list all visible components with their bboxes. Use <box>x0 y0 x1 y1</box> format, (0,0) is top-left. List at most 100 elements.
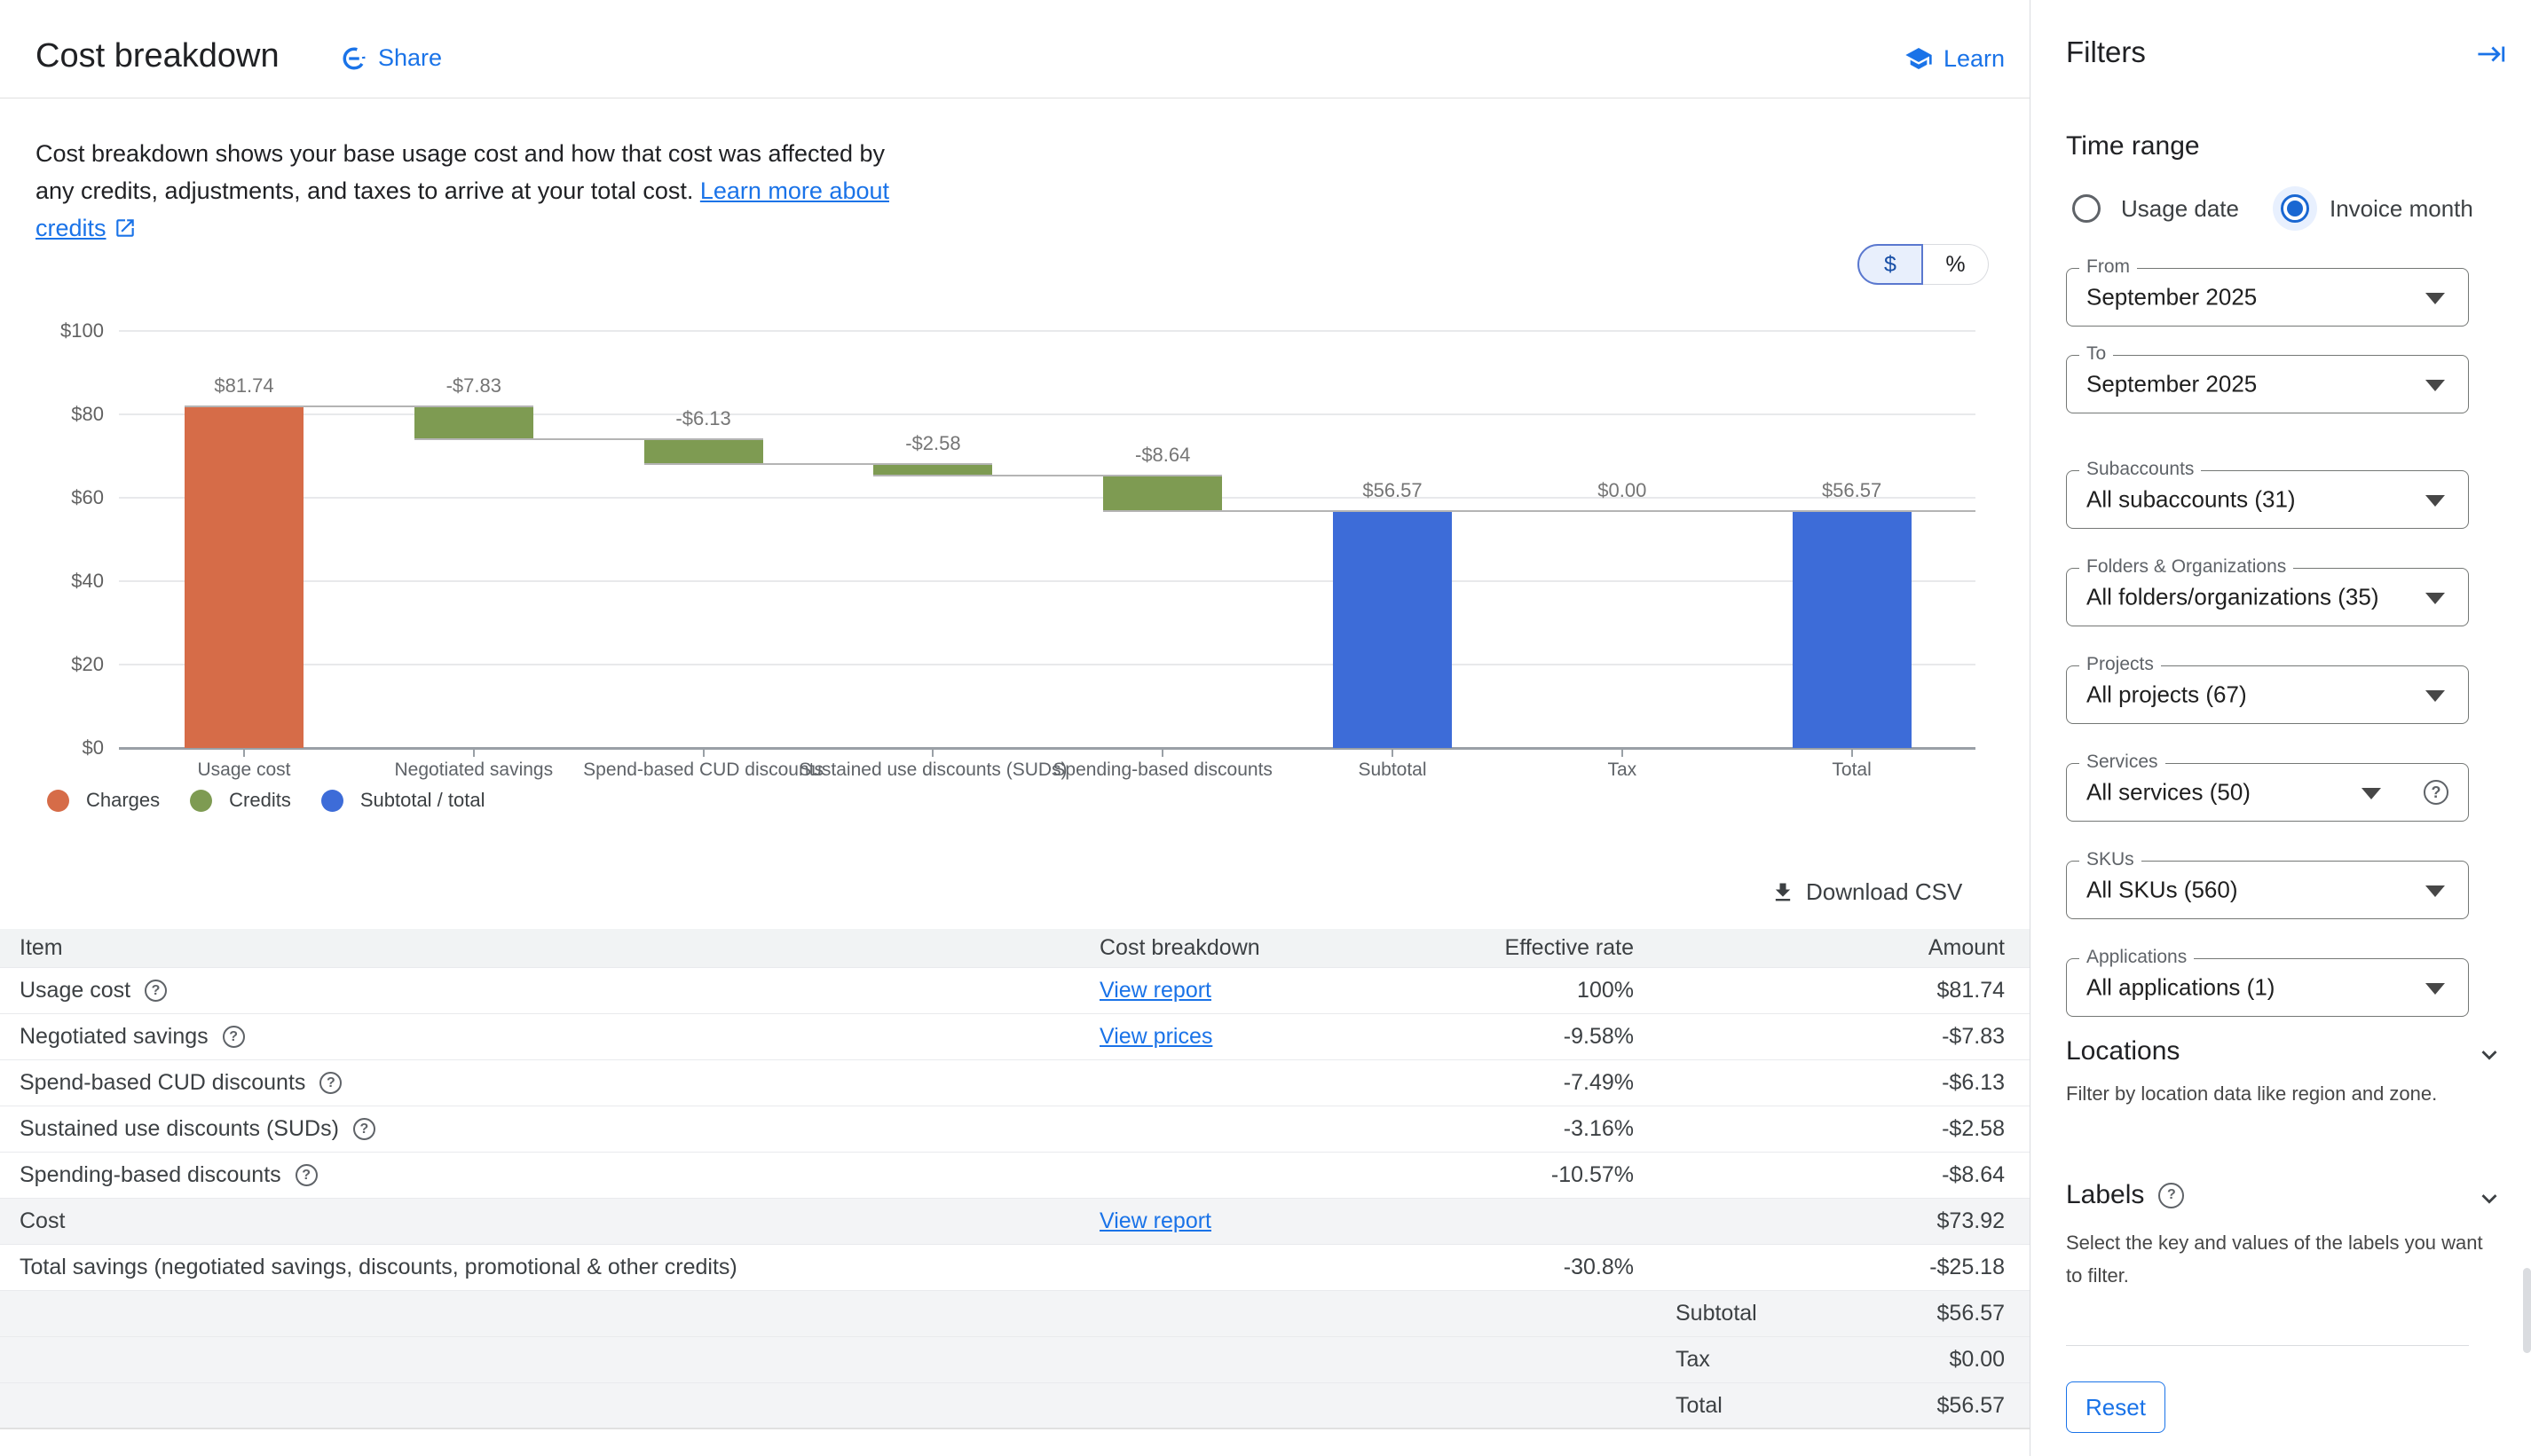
filter-field-from[interactable]: From September 2025 <box>2066 256 2469 327</box>
filter-field-subaccounts[interactable]: Subaccounts All subaccounts (31) <box>2066 459 2469 529</box>
bar-negotiated-savings[interactable] <box>414 406 533 440</box>
field-label: Services <box>2079 752 2165 773</box>
radio-halo <box>2064 186 2109 231</box>
bar-total[interactable] <box>1792 512 1912 748</box>
cell-amount: -$25.18 <box>1929 1255 2005 1279</box>
legend-item: Subtotal / total <box>320 789 485 812</box>
dropdown-arrow-icon[interactable] <box>2425 380 2445 391</box>
x-axis-label: Usage cost <box>197 759 291 780</box>
filter-field-services[interactable]: Services All services (50) <box>2066 752 2469 822</box>
view-link[interactable]: View report <box>1100 978 1211 1003</box>
x-axis-label: Sustained use discounts (SUDs) <box>799 759 1068 780</box>
reset-button[interactable]: Reset <box>2066 1381 2165 1433</box>
radio-selected-icon[interactable] <box>2280 194 2309 223</box>
field-label: To <box>2079 343 2114 365</box>
radio-halo <box>2272 186 2317 231</box>
dropdown-arrow-icon[interactable] <box>2425 495 2445 507</box>
scrollbar-thumb[interactable] <box>2523 1268 2531 1353</box>
radio-unselected-icon[interactable] <box>2072 194 2101 223</box>
labels-help-icon[interactable] <box>2158 1182 2185 1208</box>
dollar-toggle-button[interactable]: $ <box>1857 244 1923 285</box>
dropdown-arrow-icon[interactable] <box>2425 983 2445 995</box>
field-value: All applications (1) <box>2086 973 2275 1001</box>
labels-expand-icon[interactable] <box>2474 1184 2504 1218</box>
currency-percent-toggle: $ % <box>1857 244 1989 285</box>
dropdown-arrow-icon[interactable] <box>2361 788 2381 799</box>
collapse-panel-icon[interactable] <box>2477 39 2507 74</box>
view-link[interactable]: View prices <box>1100 1024 1213 1049</box>
filters-title: Filters <box>2066 35 2146 68</box>
bar-value-label: $0.00 <box>1597 479 1647 502</box>
x-axis-tick <box>1162 748 1164 757</box>
item-help-icon[interactable] <box>352 1118 375 1140</box>
table-row: Cost View report $73.92 <box>0 1199 2030 1245</box>
cost-breakdown-table: Item Cost breakdown Effective rate Amount U… <box>0 929 2030 1429</box>
learn-school-icon <box>1905 48 1932 69</box>
time-range-option-usage-date[interactable]: Usage date <box>2064 186 2239 231</box>
filter-field-skus[interactable]: SKUs All SKUs (560) <box>2066 849 2469 919</box>
dropdown-arrow-icon[interactable] <box>2425 885 2445 897</box>
dropdown-arrow-icon[interactable] <box>2425 593 2445 604</box>
y-axis-label: $60 <box>71 486 104 508</box>
item-label: Spending-based discounts <box>20 1162 281 1187</box>
bar-subtotal[interactable] <box>1333 512 1452 748</box>
filter-field-projects[interactable]: Projects All projects (67) <box>2066 654 2469 724</box>
page-title: Cost breakdown <box>35 37 280 75</box>
bar-spend-based-cud-discounts[interactable] <box>643 439 763 466</box>
dropdown-arrow-icon[interactable] <box>2425 293 2445 304</box>
page-description: Cost breakdown shows your base usage cos… <box>35 135 889 250</box>
download-csv-button[interactable]: Download CSV <box>1770 878 1962 906</box>
item-help-icon[interactable] <box>319 1072 343 1094</box>
credits-link[interactable]: credits <box>35 215 106 241</box>
gridline-60 <box>119 497 1975 499</box>
learn-button[interactable]: Learn <box>1904 44 2005 73</box>
table-header-row: Item Cost breakdown Effective rate Amount <box>0 929 2030 968</box>
bar-value-label: $56.57 <box>1362 479 1423 502</box>
time-range-option-invoice-month[interactable]: Invoice month <box>2272 186 2473 231</box>
field-label: SKUs <box>2079 849 2141 870</box>
download-icon <box>1775 883 1791 901</box>
bar-value-label: -$6.13 <box>675 406 731 429</box>
gridline-0 <box>119 747 1975 750</box>
x-axis-label: Tax <box>1607 759 1637 780</box>
column-header-amount: Amount <box>1928 935 2005 960</box>
view-link[interactable]: View report <box>1100 1208 1211 1233</box>
field-value: September 2025 <box>2086 370 2258 397</box>
cell-effective-rate: -9.58% <box>1563 1024 1634 1049</box>
table-row: Spend-based CUD discounts -7.49% -$6.13 <box>0 1060 2030 1106</box>
dropdown-arrow-icon[interactable] <box>2425 690 2445 702</box>
column-header-cost-breakdown: Cost breakdown <box>1100 935 1260 960</box>
bar-spending-based-discounts[interactable] <box>1103 476 1223 513</box>
bar-value-label: -$7.83 <box>445 374 501 397</box>
column-header-effective-rate: Effective rate <box>1504 935 1634 960</box>
field-help-icon[interactable] <box>2424 780 2448 805</box>
filter-field-to[interactable]: To September 2025 <box>2066 343 2469 413</box>
table-row: Total $56.57 <box>0 1383 2030 1429</box>
filter-field-applications[interactable]: Applications All applications (1) <box>2066 947 2469 1017</box>
item-help-icon[interactable] <box>295 1164 318 1186</box>
learn-more-link[interactable]: Learn more about <box>699 177 889 204</box>
x-axis-label: Negotiated savings <box>394 759 554 780</box>
table-row: Spending-based discounts -10.57% -$8.64 <box>0 1153 2030 1199</box>
chart-legend: Charges Credits Subtotal / total <box>47 789 485 812</box>
cell-item: Cost <box>0 1208 1100 1234</box>
cell-effective-rate: -7.49% <box>1563 1070 1634 1095</box>
cell-item: Negotiated savings <box>0 1024 1100 1050</box>
legend-dot <box>190 789 213 812</box>
filter-field-folders-organizations[interactable]: Folders & Organizations All folders/organ… <box>2066 556 2469 626</box>
waterfall-connector <box>1792 510 1975 513</box>
cell-amount: $81.74 <box>1936 978 2005 1003</box>
time-range-options: Usage date Invoice month <box>2064 186 2473 231</box>
item-help-icon[interactable] <box>222 1026 245 1048</box>
locations-expand-icon[interactable] <box>2474 1040 2504 1074</box>
bar-usage-cost[interactable] <box>185 406 304 748</box>
legend-label: Credits <box>229 789 291 811</box>
item-help-icon[interactable] <box>145 980 168 1002</box>
bar-sustained-use-discounts-suds-[interactable] <box>873 465 993 476</box>
share-button[interactable]: Share <box>341 44 442 72</box>
item-label: Spend-based CUD discounts <box>20 1070 306 1095</box>
description-line2: any credits, adjustments, and taxes to a… <box>35 177 700 204</box>
field-label: From <box>2079 256 2137 278</box>
percent-toggle-button[interactable]: % <box>1923 244 1989 285</box>
item-label: Cost <box>20 1208 66 1233</box>
